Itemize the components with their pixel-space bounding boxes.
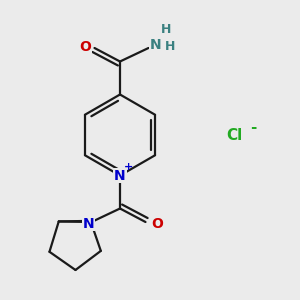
Text: O: O bbox=[79, 40, 91, 53]
Text: Cl: Cl bbox=[226, 128, 242, 142]
Text: H: H bbox=[165, 40, 175, 53]
Text: O: O bbox=[151, 217, 163, 230]
Text: N: N bbox=[149, 38, 161, 52]
Text: -: - bbox=[250, 120, 257, 135]
Text: H: H bbox=[161, 23, 171, 36]
Text: N: N bbox=[114, 169, 126, 182]
Text: N: N bbox=[83, 217, 94, 230]
Text: +: + bbox=[124, 162, 133, 172]
